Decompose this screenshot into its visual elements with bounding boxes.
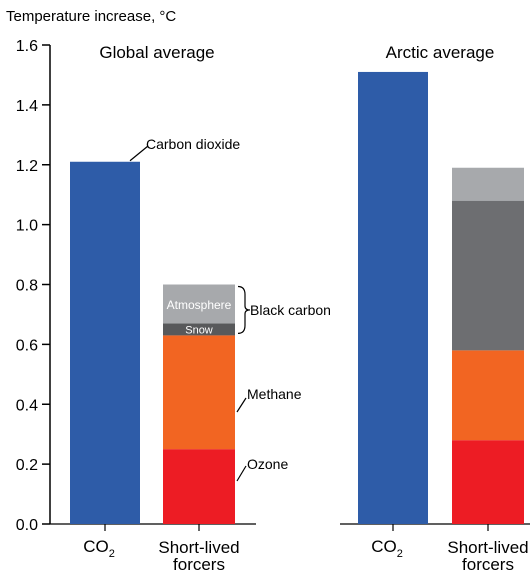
black-carbon-label: Black carbon	[250, 302, 331, 318]
carbon-dioxide-leader	[129, 145, 149, 162]
segment-snow	[452, 200, 524, 351]
snow-label: Snow	[185, 324, 213, 336]
segment-methane	[163, 335, 235, 450]
bar-arctic-co2	[358, 71, 428, 524]
y-tick-label: 1.4	[16, 98, 38, 115]
methane-label: Methane	[247, 386, 302, 402]
segment-snow	[163, 323, 235, 336]
segment-carbon-dioxide	[358, 71, 428, 524]
segment-atmosphere	[452, 167, 524, 201]
bar-global-co2	[70, 161, 140, 524]
x-label-short-lived: Short-lived	[158, 538, 239, 557]
x-label-forcers: forcers	[173, 555, 225, 574]
y-tick-label: 1.0	[16, 218, 38, 235]
segment-atmosphere	[163, 284, 235, 324]
y-tick-label: 0.2	[16, 457, 38, 474]
black-carbon-brace	[237, 285, 251, 334]
panel-title-arctic: Arctic average	[386, 43, 495, 62]
ozone-leader	[236, 465, 247, 482]
carbon-dioxide-label: Carbon dioxide	[146, 136, 240, 152]
y-tick-label: 0.6	[16, 337, 38, 354]
methane-leader	[236, 397, 247, 413]
segment-carbon-dioxide	[70, 161, 140, 524]
bars-group	[70, 71, 524, 524]
y-tick-label: 1.2	[16, 158, 38, 175]
segment-ozone	[452, 440, 524, 524]
segment-ozone	[163, 449, 235, 524]
atmosphere-label: Atmosphere	[167, 298, 232, 312]
y-tick-label: 0.4	[16, 397, 38, 414]
x-label-forcers: forcers	[462, 555, 514, 574]
segment-methane	[452, 350, 524, 441]
y-tick-label: 0.8	[16, 278, 38, 295]
panel-title-global: Global average	[99, 43, 214, 62]
y-axis-label: Temperature increase, °C	[6, 8, 176, 25]
annotations-group: Atmosphere Snow Carbon dioxide Black carbon…	[129, 136, 331, 482]
x-label-short-lived: Short-lived	[447, 538, 528, 557]
x-label-co2: CO2	[371, 537, 403, 560]
bar-arctic-slcf	[452, 167, 524, 524]
x-label-co2: CO2	[83, 537, 115, 560]
y-tick-label: 0.0	[16, 517, 38, 534]
ozone-label: Ozone	[247, 456, 288, 472]
y-axis-ticks: 0.0 0.2 0.4 0.6 0.8 1.0 1.2 1.4 1.6	[16, 38, 50, 534]
y-tick-label: 1.6	[16, 38, 38, 55]
bar-global-slcf	[163, 284, 235, 524]
